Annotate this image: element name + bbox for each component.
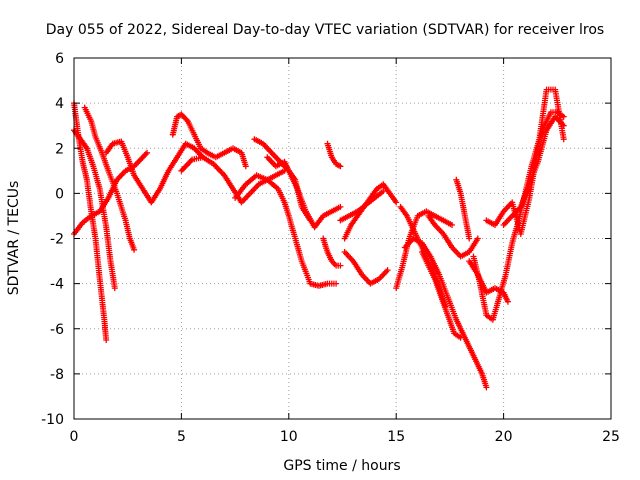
point-markers bbox=[425, 212, 481, 260]
point-markers bbox=[324, 140, 344, 170]
point-markers bbox=[264, 154, 314, 224]
y-tick-label: -8 bbox=[50, 367, 64, 383]
y-tick-label: 0 bbox=[55, 186, 64, 202]
x-tick-label: 5 bbox=[177, 429, 186, 445]
series-arc-19 bbox=[419, 249, 464, 341]
point-markers bbox=[341, 181, 400, 242]
series-arc-14 bbox=[341, 181, 400, 242]
point-markers bbox=[337, 188, 387, 224]
series-arc-12 bbox=[320, 235, 344, 269]
series-arc-10 bbox=[264, 154, 314, 224]
y-tick-label: 2 bbox=[55, 141, 64, 157]
y-tick-label: -6 bbox=[50, 322, 64, 338]
point-markers bbox=[232, 172, 340, 289]
series-arc-20 bbox=[425, 212, 481, 260]
series-arc-9 bbox=[232, 172, 340, 289]
series-arc-6 bbox=[169, 111, 249, 170]
point-markers bbox=[341, 249, 391, 287]
point-markers bbox=[500, 113, 567, 228]
series-arc-21 bbox=[453, 176, 473, 242]
point-markers bbox=[419, 249, 464, 341]
point-markers bbox=[103, 138, 206, 206]
data-points bbox=[71, 86, 567, 391]
point-markers bbox=[320, 235, 344, 269]
point-markers bbox=[401, 235, 490, 391]
series-arc-15 bbox=[337, 188, 387, 224]
point-markers bbox=[169, 111, 249, 170]
series-arc-5 bbox=[103, 138, 206, 206]
point-markers bbox=[81, 104, 138, 253]
y-tick-label: -10 bbox=[41, 412, 64, 428]
x-tick-label: 20 bbox=[495, 429, 513, 445]
series-arc-24 bbox=[483, 86, 567, 237]
series-arc-18 bbox=[401, 235, 490, 391]
y-tick-label: 4 bbox=[55, 96, 64, 112]
x-axis-label: GPS time / hours bbox=[283, 458, 400, 474]
x-tick-label: 25 bbox=[602, 429, 620, 445]
point-markers bbox=[483, 86, 567, 237]
x-tick-label: 0 bbox=[70, 429, 79, 445]
point-markers bbox=[453, 176, 473, 242]
x-tick-label: 10 bbox=[280, 429, 298, 445]
series-arc-13 bbox=[341, 249, 391, 287]
series-arc-16 bbox=[393, 208, 455, 292]
y-tick-label: -4 bbox=[50, 277, 64, 293]
series-arc-25 bbox=[500, 113, 567, 228]
y-axis-label: SDTVAR / TECUs bbox=[6, 181, 22, 296]
y-tick-label: 6 bbox=[55, 51, 64, 67]
chart-title: Day 055 of 2022, Sidereal Day-to-day VTE… bbox=[46, 22, 604, 38]
axis-ticks: 0 5 10 15 20 25 -10 -8 -6 -4 -2 0 2 4 6 bbox=[41, 51, 620, 445]
series-arc-11 bbox=[324, 140, 344, 170]
x-tick-label: 15 bbox=[387, 429, 405, 445]
series-arc-3 bbox=[81, 104, 138, 253]
y-tick-label: -2 bbox=[50, 232, 64, 248]
point-markers bbox=[393, 208, 455, 292]
